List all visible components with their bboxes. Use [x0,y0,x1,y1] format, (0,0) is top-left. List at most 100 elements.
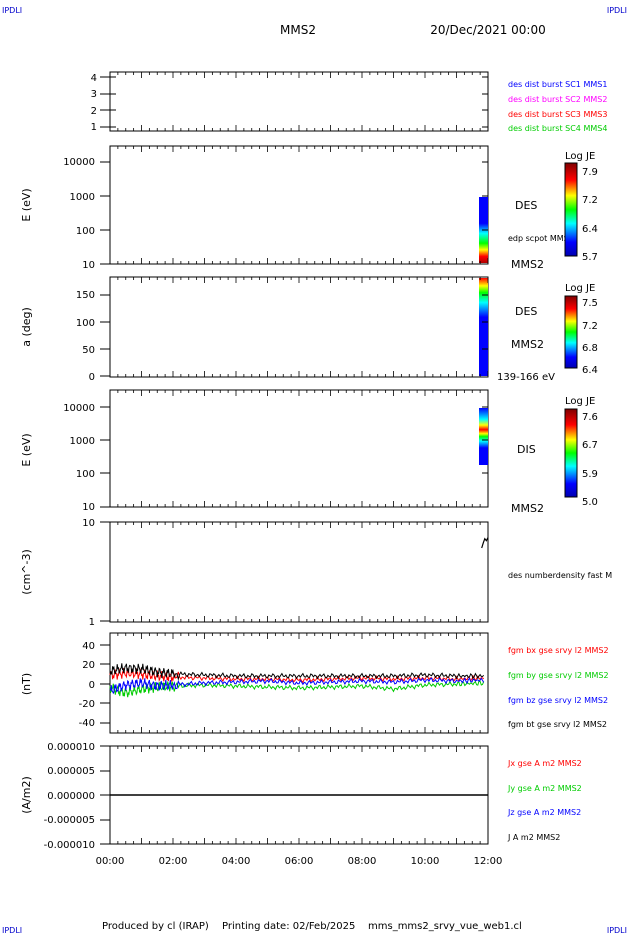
p2-label-mms2: MMS2 [511,258,544,271]
p3-ytick: 50 [82,345,95,356]
time-tick: 06:00 [285,856,314,867]
p6-ytick: 40 [82,641,95,652]
panel-3-axis: 150 100 50 0 a (deg) [20,290,488,383]
p3-label-mms2: MMS2 [511,338,544,351]
p2-ytick: 10 [82,260,95,271]
p5-ylabel: (cm^-3) [20,549,33,595]
legend-bt: fgm bt gse srvy l2 MMS2 [508,720,607,729]
colorbar-2-tick: 7.2 [582,195,598,206]
time-tick: 02:00 [159,856,188,867]
panel-2-axis: 10000 1000 100 10 E (eV) [20,157,488,271]
colorbar-2-tick: 5.7 [582,252,598,263]
panel-6-axis: 40 20 0 -20 -40 (nT) [20,641,110,729]
p3-label-range: 139-166 eV [497,372,555,383]
density-series [481,537,489,549]
p7-ytick: -0.000005 [44,815,95,826]
p1-ytick: 1 [91,122,97,133]
colorbar-4-tick: 7.6 [582,412,598,423]
corner-label-bl: IPDLI [2,926,22,934]
time-tick: 08:00 [348,856,377,867]
colorbar-3-tick: 6.8 [582,343,598,354]
p5-legend: des numberdensity fast M [508,571,612,580]
time-tick: 12:00 [474,856,503,867]
p2-ylabel: E (eV) [20,188,33,221]
corner-label-tl: IPDLI [2,6,22,15]
p7-ytick: 0.000000 [47,791,95,802]
legend-bx: fgm bx gse srvy l2 MMS2 [508,646,609,655]
p4-label-mms2: MMS2 [511,502,544,515]
b-series-line [109,677,485,695]
p6-ytick: -40 [79,718,95,729]
colorbar-2-tick: 6.4 [582,224,598,235]
corner-label-tr: IPDLI [607,6,627,15]
footer-file: mms_mms2_srvy_vue_web1.cl [368,921,522,932]
p3-ytick: 0 [89,372,95,383]
corner-label-br: IPDLI [607,926,627,934]
p3-label-des: DES [515,305,537,318]
panel-2-frame [109,145,489,265]
p6-ytick: 0 [89,680,95,691]
legend-jy: Jy gse A m2 MMS2 [507,784,582,793]
legend-sc2: des dist burst SC2 MMS2 [508,95,607,104]
legend-sc3: des dist burst SC3 MMS3 [508,110,607,119]
p5-ytick: 10 [82,518,95,529]
panel-5-frame [109,521,489,623]
p6-ylabel: (nT) [20,673,33,695]
colorbar-2: Log JE 7.9 7.2 6.4 5.7 [564,151,598,263]
magnetic-field-series [109,663,485,698]
p3-ytick: 100 [76,318,95,329]
b-series-line [109,663,485,682]
legend-jz: Jz gse A m2 MMS2 [507,808,581,817]
des-pitch-strip [479,278,488,376]
p7-ylabel: (A/m2) [20,776,33,814]
panel-4-axis: 10000 1000 100 10 E (eV) [20,403,488,513]
p1-ytick: 4 [91,73,97,84]
colorbar-4-title: Log JE [565,396,595,407]
p4-ytick: 100 [76,469,95,480]
dis-energy-strip [479,408,488,465]
p1-ytick: 3 [91,89,97,100]
legend-bz: fgm bz gse srvy l2 MMS2 [508,696,608,705]
p6-ytick: 20 [82,660,95,671]
colorbar-4: Log JE 7.6 6.7 5.9 5.0 [564,396,598,508]
time-tick: 10:00 [411,856,440,867]
time-tick: 00:00 [96,856,125,867]
colorbar-4-tick: 5.0 [582,497,598,508]
colorbar-3-tick: 6.4 [582,365,598,376]
panel-5-axis: 10 1 (cm^-3) [20,518,110,628]
p7-ytick: 0.000010 [47,742,95,753]
legend-j: J A m2 MMS2 [507,833,560,842]
footer-produced: Produced by cl (IRAP) [102,921,209,932]
p2-ytick: 10000 [63,157,95,168]
p1-ytick: 2 [91,106,97,117]
panel-7-legend: Jx gse A m2 MMS2 Jy gse A m2 MMS2 Jz gse… [507,759,582,842]
colorbar-4-tick: 6.7 [582,440,598,451]
panel-6-legend: fgm bx gse srvy l2 MMS2 fgm by gse srvy … [508,646,609,729]
p3-ylabel: a (deg) [20,307,33,347]
panel-7-axis: 0.000010 0.000005 0.000000 -0.000005 -0.… [20,742,110,851]
spacecraft-title: MMS2 [280,23,316,37]
p4-ytick: 1000 [70,436,95,447]
time-tick: 04:00 [222,856,251,867]
legend-sc1: des dist burst SC1 MMS1 [508,80,607,89]
p7-ytick: -0.000010 [44,840,95,851]
colorbar-2-title: Log JE [565,151,595,162]
colorbar-3-title: Log JE [565,283,595,294]
p4-ylabel: E (eV) [20,433,33,466]
legend-by: fgm by gse srvy l2 MMS2 [508,671,609,680]
p3-ytick: 150 [76,290,95,301]
colorbar-3: Log JE 7.5 7.2 6.8 6.4 [564,283,598,376]
p2-label-des: DES [515,199,537,212]
p4-ytick: 10 [82,502,95,513]
density-line [481,537,489,549]
panel-1-legend: des dist burst SC1 MMS1 des dist burst S… [508,80,607,133]
colorbar-4-tick: 5.9 [582,469,598,480]
legend-jx: Jx gse A m2 MMS2 [507,759,582,768]
time-axis: 00:00 02:00 04:00 06:00 08:00 10:00 12:0… [96,856,503,867]
p4-ytick: 10000 [63,403,95,414]
p5-ytick: 1 [89,617,95,628]
p2-label-scpot: edp scpot MMS2 [508,234,574,243]
p6-ytick: -20 [79,699,95,710]
footer-printing: Printing date: 02/Feb/2025 [222,921,355,932]
